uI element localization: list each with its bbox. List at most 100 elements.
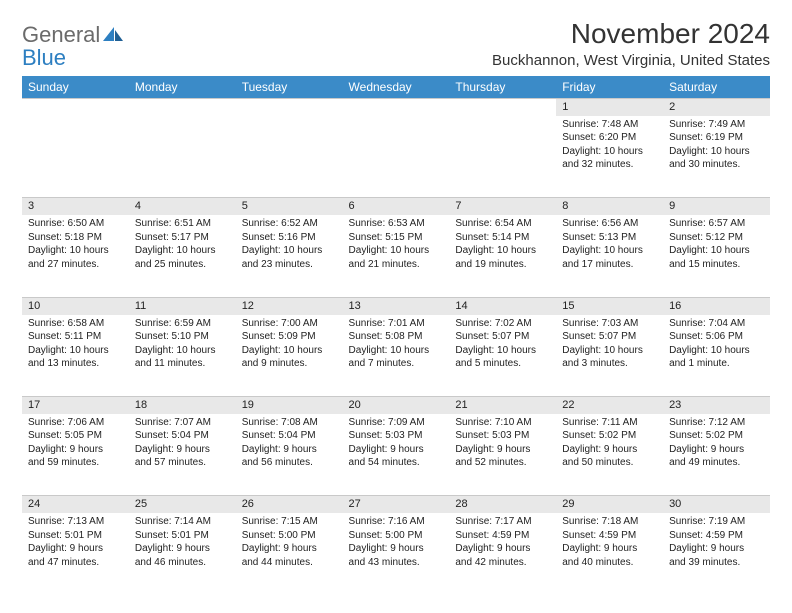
day-line: Sunset: 5:13 PM	[562, 231, 657, 245]
day-content-cell: Sunrise: 7:04 AMSunset: 5:06 PMDaylight:…	[663, 315, 770, 397]
day-content-cell	[449, 116, 556, 198]
day-content-cell: Sunrise: 6:51 AMSunset: 5:17 PMDaylight:…	[129, 215, 236, 297]
day-line: Sunrise: 7:12 AM	[669, 416, 764, 430]
day-content-cell: Sunrise: 7:00 AMSunset: 5:09 PMDaylight:…	[236, 315, 343, 397]
day-number-cell: 24	[22, 496, 129, 513]
day-line: Sunset: 5:01 PM	[28, 529, 123, 543]
calendar-body: 12Sunrise: 7:48 AMSunset: 6:20 PMDayligh…	[22, 99, 770, 596]
day-line: Sunset: 5:07 PM	[562, 330, 657, 344]
calendar-table: Sunday Monday Tuesday Wednesday Thursday…	[22, 76, 770, 595]
day-line: and 30 minutes.	[669, 158, 764, 172]
day-content-cell: Sunrise: 7:06 AMSunset: 5:05 PMDaylight:…	[22, 414, 129, 496]
day-line: Daylight: 10 hours	[562, 145, 657, 159]
month-title: November 2024	[492, 18, 770, 50]
day-line: Sunset: 5:02 PM	[562, 429, 657, 443]
day-number-cell	[343, 99, 450, 116]
day-line: Sunset: 5:04 PM	[135, 429, 230, 443]
day-content-cell: Sunrise: 7:19 AMSunset: 4:59 PMDaylight:…	[663, 513, 770, 595]
day-line: Daylight: 9 hours	[562, 443, 657, 457]
content-row: Sunrise: 7:06 AMSunset: 5:05 PMDaylight:…	[22, 414, 770, 496]
day-line: Sunset: 5:12 PM	[669, 231, 764, 245]
day-line: Sunrise: 7:16 AM	[349, 515, 444, 529]
day-content-cell: Sunrise: 7:11 AMSunset: 5:02 PMDaylight:…	[556, 414, 663, 496]
day-line: and 43 minutes.	[349, 556, 444, 570]
day-line: Sunrise: 6:54 AM	[455, 217, 550, 231]
day-content-cell: Sunrise: 6:53 AMSunset: 5:15 PMDaylight:…	[343, 215, 450, 297]
weekday-header: Tuesday	[236, 76, 343, 99]
day-line: Sunrise: 7:02 AM	[455, 317, 550, 331]
day-line: and 15 minutes.	[669, 258, 764, 272]
title-block: November 2024 Buckhannon, West Virginia,…	[492, 18, 770, 69]
day-line: and 17 minutes.	[562, 258, 657, 272]
day-line: Daylight: 9 hours	[28, 542, 123, 556]
day-content-cell: Sunrise: 7:18 AMSunset: 4:59 PMDaylight:…	[556, 513, 663, 595]
day-line: Daylight: 10 hours	[562, 244, 657, 258]
day-line: and 13 minutes.	[28, 357, 123, 371]
daynum-row: 10111213141516	[22, 297, 770, 314]
day-content-cell: Sunrise: 7:09 AMSunset: 5:03 PMDaylight:…	[343, 414, 450, 496]
day-number-cell: 16	[663, 297, 770, 314]
day-line: and 19 minutes.	[455, 258, 550, 272]
day-line: Sunrise: 6:51 AM	[135, 217, 230, 231]
day-number-cell: 6	[343, 198, 450, 215]
day-line: Sunrise: 6:59 AM	[135, 317, 230, 331]
day-line: Sunrise: 7:03 AM	[562, 317, 657, 331]
day-line: Sunset: 5:00 PM	[349, 529, 444, 543]
day-line: Sunset: 5:07 PM	[455, 330, 550, 344]
day-content-cell: Sunrise: 7:03 AMSunset: 5:07 PMDaylight:…	[556, 315, 663, 397]
day-line: and 56 minutes.	[242, 456, 337, 470]
calendar-page: General Blue November 2024 Buckhannon, W…	[0, 0, 792, 613]
day-line: Daylight: 10 hours	[669, 344, 764, 358]
day-line: Sunrise: 6:50 AM	[28, 217, 123, 231]
day-line: Sunrise: 7:06 AM	[28, 416, 123, 430]
weekday-header: Sunday	[22, 76, 129, 99]
day-number-cell: 9	[663, 198, 770, 215]
daynum-row: 24252627282930	[22, 496, 770, 513]
day-line: Daylight: 9 hours	[242, 443, 337, 457]
day-number-cell: 21	[449, 397, 556, 414]
day-content-cell: Sunrise: 6:54 AMSunset: 5:14 PMDaylight:…	[449, 215, 556, 297]
day-line: and 21 minutes.	[349, 258, 444, 272]
day-line: and 27 minutes.	[28, 258, 123, 272]
day-line: Sunrise: 7:14 AM	[135, 515, 230, 529]
daynum-row: 3456789	[22, 198, 770, 215]
weekday-header: Wednesday	[343, 76, 450, 99]
day-number-cell: 12	[236, 297, 343, 314]
day-line: Sunrise: 7:04 AM	[669, 317, 764, 331]
day-line: Sunset: 5:11 PM	[28, 330, 123, 344]
day-content-cell: Sunrise: 7:17 AMSunset: 4:59 PMDaylight:…	[449, 513, 556, 595]
day-line: Daylight: 9 hours	[135, 542, 230, 556]
day-line: Sunset: 5:08 PM	[349, 330, 444, 344]
day-line: and 23 minutes.	[242, 258, 337, 272]
day-line: Daylight: 9 hours	[349, 542, 444, 556]
day-line: Sunrise: 7:10 AM	[455, 416, 550, 430]
day-line: Daylight: 10 hours	[28, 344, 123, 358]
day-line: Sunset: 5:17 PM	[135, 231, 230, 245]
daynum-row: 12	[22, 99, 770, 116]
day-line: Sunrise: 7:13 AM	[28, 515, 123, 529]
day-content-cell: Sunrise: 7:48 AMSunset: 6:20 PMDaylight:…	[556, 116, 663, 198]
day-line: Sunset: 4:59 PM	[562, 529, 657, 543]
day-line: Sunrise: 7:11 AM	[562, 416, 657, 430]
day-content-cell: Sunrise: 7:16 AMSunset: 5:00 PMDaylight:…	[343, 513, 450, 595]
day-line: Daylight: 10 hours	[669, 145, 764, 159]
day-line: Sunrise: 7:01 AM	[349, 317, 444, 331]
day-content-cell	[129, 116, 236, 198]
day-content-cell: Sunrise: 7:15 AMSunset: 5:00 PMDaylight:…	[236, 513, 343, 595]
day-line: Sunrise: 7:49 AM	[669, 118, 764, 132]
day-number-cell: 28	[449, 496, 556, 513]
day-number-cell: 27	[343, 496, 450, 513]
day-line: Sunset: 5:10 PM	[135, 330, 230, 344]
day-number-cell: 5	[236, 198, 343, 215]
weekday-header-row: Sunday Monday Tuesday Wednesday Thursday…	[22, 76, 770, 99]
day-line: Daylight: 10 hours	[455, 344, 550, 358]
day-number-cell: 23	[663, 397, 770, 414]
day-line: and 52 minutes.	[455, 456, 550, 470]
day-content-cell: Sunrise: 6:50 AMSunset: 5:18 PMDaylight:…	[22, 215, 129, 297]
day-line: Daylight: 9 hours	[135, 443, 230, 457]
day-line: Sunrise: 7:48 AM	[562, 118, 657, 132]
day-number-cell: 18	[129, 397, 236, 414]
day-line: Sunrise: 6:57 AM	[669, 217, 764, 231]
day-content-cell: Sunrise: 7:07 AMSunset: 5:04 PMDaylight:…	[129, 414, 236, 496]
day-number-cell: 15	[556, 297, 663, 314]
